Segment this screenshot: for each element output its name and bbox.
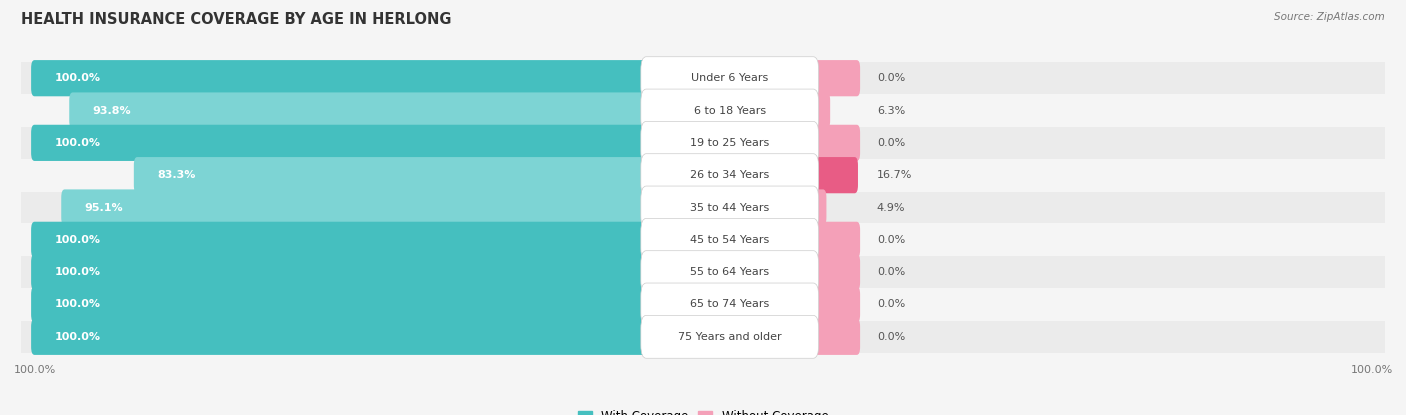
- Bar: [21, 127, 1385, 159]
- Text: 0.0%: 0.0%: [877, 235, 905, 245]
- FancyBboxPatch shape: [31, 254, 652, 290]
- FancyBboxPatch shape: [807, 157, 858, 193]
- Text: 16.7%: 16.7%: [877, 170, 912, 180]
- Text: 55 to 64 Years: 55 to 64 Years: [690, 267, 769, 277]
- Text: 0.0%: 0.0%: [877, 332, 905, 342]
- Text: Source: ZipAtlas.com: Source: ZipAtlas.com: [1274, 12, 1385, 22]
- FancyBboxPatch shape: [62, 189, 652, 226]
- Text: 0.0%: 0.0%: [877, 267, 905, 277]
- FancyBboxPatch shape: [31, 60, 652, 96]
- FancyBboxPatch shape: [641, 186, 818, 229]
- FancyBboxPatch shape: [31, 222, 652, 258]
- FancyBboxPatch shape: [641, 315, 818, 358]
- Bar: [21, 95, 1385, 126]
- FancyBboxPatch shape: [807, 222, 860, 258]
- FancyBboxPatch shape: [807, 93, 830, 129]
- Text: 65 to 74 Years: 65 to 74 Years: [690, 300, 769, 310]
- Text: 100.0%: 100.0%: [55, 73, 100, 83]
- Text: 75 Years and older: 75 Years and older: [678, 332, 782, 342]
- Text: 45 to 54 Years: 45 to 54 Years: [690, 235, 769, 245]
- FancyBboxPatch shape: [807, 254, 860, 290]
- Bar: [21, 289, 1385, 320]
- Bar: [21, 321, 1385, 353]
- FancyBboxPatch shape: [134, 157, 652, 193]
- FancyBboxPatch shape: [641, 283, 818, 326]
- FancyBboxPatch shape: [807, 125, 860, 161]
- Text: Under 6 Years: Under 6 Years: [692, 73, 768, 83]
- Legend: With Coverage, Without Coverage: With Coverage, Without Coverage: [578, 410, 828, 415]
- Text: 100.0%: 100.0%: [55, 138, 100, 148]
- FancyBboxPatch shape: [807, 189, 827, 226]
- FancyBboxPatch shape: [641, 57, 818, 100]
- FancyBboxPatch shape: [31, 125, 652, 161]
- Text: 0.0%: 0.0%: [877, 300, 905, 310]
- Text: 0.0%: 0.0%: [877, 73, 905, 83]
- FancyBboxPatch shape: [31, 286, 652, 322]
- Text: 4.9%: 4.9%: [877, 203, 905, 212]
- Text: 6 to 18 Years: 6 to 18 Years: [693, 105, 766, 115]
- FancyBboxPatch shape: [31, 319, 652, 355]
- Text: 95.1%: 95.1%: [84, 203, 124, 212]
- Bar: [21, 256, 1385, 288]
- Bar: [21, 224, 1385, 256]
- Text: 93.8%: 93.8%: [93, 105, 131, 115]
- Text: 26 to 34 Years: 26 to 34 Years: [690, 170, 769, 180]
- Text: 35 to 44 Years: 35 to 44 Years: [690, 203, 769, 212]
- FancyBboxPatch shape: [641, 154, 818, 197]
- FancyBboxPatch shape: [69, 93, 652, 129]
- Text: 100.0%: 100.0%: [55, 300, 100, 310]
- FancyBboxPatch shape: [641, 251, 818, 293]
- Text: HEALTH INSURANCE COVERAGE BY AGE IN HERLONG: HEALTH INSURANCE COVERAGE BY AGE IN HERL…: [21, 12, 451, 27]
- FancyBboxPatch shape: [807, 286, 860, 322]
- FancyBboxPatch shape: [641, 122, 818, 164]
- Text: 83.3%: 83.3%: [157, 170, 195, 180]
- Text: 6.3%: 6.3%: [877, 105, 905, 115]
- FancyBboxPatch shape: [641, 89, 818, 132]
- Bar: [21, 62, 1385, 94]
- Text: 100.0%: 100.0%: [55, 235, 100, 245]
- Text: 0.0%: 0.0%: [877, 138, 905, 148]
- Bar: [21, 159, 1385, 191]
- FancyBboxPatch shape: [807, 60, 860, 96]
- Bar: [21, 192, 1385, 223]
- Text: 100.0%: 100.0%: [55, 267, 100, 277]
- FancyBboxPatch shape: [807, 319, 860, 355]
- Text: 19 to 25 Years: 19 to 25 Years: [690, 138, 769, 148]
- FancyBboxPatch shape: [641, 218, 818, 261]
- Text: 100.0%: 100.0%: [55, 332, 100, 342]
